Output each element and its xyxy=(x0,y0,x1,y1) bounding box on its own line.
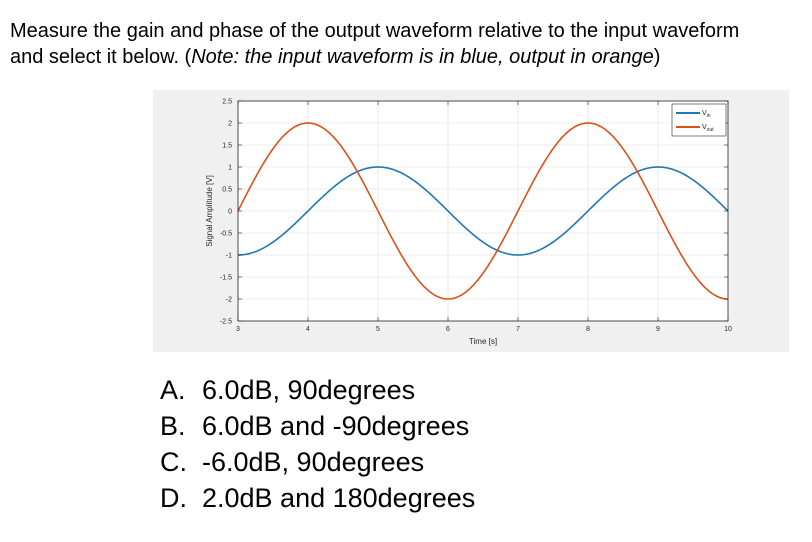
y-tick-label: -2 xyxy=(226,297,232,304)
figure-panel: 2.5 2 1.5 1 0.5 0 -0.5 -1 -1.5 -2 -2.5 3 4 5 6 7 8 9 10 T… xyxy=(153,90,789,352)
x-tick-label: 4 xyxy=(306,326,310,333)
waveform-chart: 2.5 2 1.5 1 0.5 0 -0.5 -1 -1.5 -2 -2.5 3 4 5 6 7 8 9 10 T… xyxy=(205,99,732,347)
y-tick-label: 0 xyxy=(228,209,232,216)
answer-text: 2.0dB and 180degrees xyxy=(202,483,476,513)
y-tick-label: -0.5 xyxy=(220,231,232,238)
series-group xyxy=(237,122,729,300)
legend-vin-label: Vin xyxy=(702,110,711,119)
question-line-2-end: ) xyxy=(653,46,661,68)
legend-vout-main: V xyxy=(702,124,707,131)
answer-option[interactable]: D. 2.0dB and 180degrees xyxy=(160,480,475,516)
legend-vin-sub: in xyxy=(707,113,711,119)
y-tick-label: -1 xyxy=(226,253,232,260)
series-line-vin xyxy=(237,166,729,256)
x-tick-label: 9 xyxy=(656,326,660,333)
question-text: Measure the gain and phase of the output… xyxy=(10,18,810,70)
answer-option[interactable]: B. 6.0dB and -90degrees xyxy=(160,408,475,444)
answer-letter: D. xyxy=(160,483,187,513)
x-tick-label: 3 xyxy=(236,326,240,333)
y-tick-label: -2.5 xyxy=(220,319,232,326)
y-axis-label: Signal Amplitude [V] xyxy=(205,175,214,247)
y-tick-label: 0.5 xyxy=(222,187,232,194)
question-note: Note: the input waveform is in blue, out… xyxy=(191,46,654,68)
y-tick-labels: 2.5 2 1.5 1 0.5 0 -0.5 -1 -1.5 -2 -2.5 xyxy=(220,99,232,326)
y-tick-label: -1.5 xyxy=(220,275,232,282)
x-tick-label: 5 xyxy=(376,326,380,333)
answer-text: -6.0dB, 90degrees xyxy=(202,447,425,477)
y-tick-label: 1.5 xyxy=(222,143,232,150)
y-tick-label: 2.5 xyxy=(222,99,232,106)
x-tick-label: 7 xyxy=(516,326,520,333)
legend-box xyxy=(671,103,727,137)
answer-letter: C. xyxy=(160,447,187,477)
legend: Vin Vout xyxy=(671,103,727,137)
legend-vin-main: V xyxy=(702,110,707,117)
question-line-2: and select it below. (Note: the input wa… xyxy=(10,44,810,70)
answer-letter: B. xyxy=(160,411,186,441)
x-tick-labels: 3 4 5 6 7 8 9 10 xyxy=(236,326,732,333)
x-axis-label: Time [s] xyxy=(469,337,497,346)
answer-option[interactable]: C. -6.0dB, 90degrees xyxy=(160,444,475,480)
x-tick-label: 10 xyxy=(724,326,732,333)
y-tick-label: 1 xyxy=(228,165,232,172)
x-tick-label: 8 xyxy=(586,326,590,333)
series-line-vout xyxy=(237,122,729,300)
answer-option[interactable]: A. 6.0dB, 90degrees xyxy=(160,372,475,408)
legend-vout-sub: out xyxy=(707,127,715,133)
answer-text: 6.0dB, 90degrees xyxy=(202,375,416,405)
answer-letter: A. xyxy=(160,375,186,405)
x-tick-label: 6 xyxy=(446,326,450,333)
answer-options: A. 6.0dB, 90degrees B. 6.0dB and -90degrees… xyxy=(160,372,475,516)
legend-vout-label: Vout xyxy=(702,124,714,133)
y-tick-label: 2 xyxy=(228,121,232,128)
answer-text: 6.0dB and -90degrees xyxy=(202,411,470,441)
question-line-2-start: and select it below. ( xyxy=(10,46,192,68)
question-line-1: Measure the gain and phase of the output… xyxy=(10,20,740,42)
